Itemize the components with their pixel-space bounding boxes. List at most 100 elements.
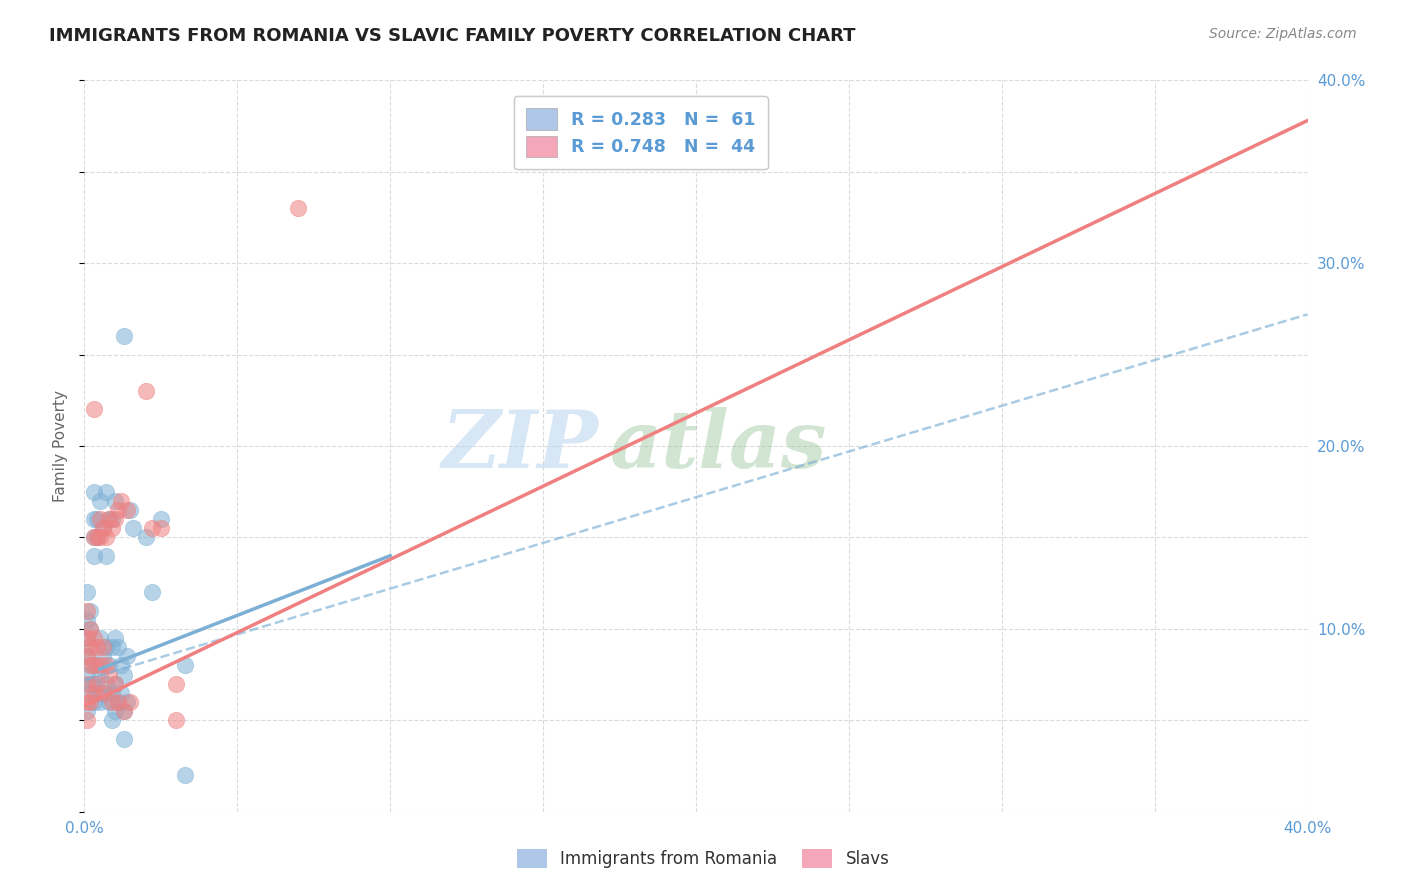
Point [107, 640, 129, 655]
Point [83, 530, 105, 544]
Point [76, 631, 98, 645]
Point [91, 521, 114, 535]
Point [91, 521, 114, 535]
Point [76, 695, 98, 709]
Point [76, 686, 98, 700]
Point [76, 649, 98, 664]
Point [97, 695, 120, 709]
Point [94, 676, 117, 690]
Point [107, 503, 129, 517]
Point [83, 402, 105, 417]
Point [79, 622, 101, 636]
Point [89, 494, 111, 508]
Point [110, 494, 132, 508]
Point [86, 676, 108, 690]
Point [91, 686, 114, 700]
Point [91, 686, 114, 700]
Point [104, 494, 127, 508]
Point [79, 640, 101, 655]
Point [76, 613, 98, 627]
Point [79, 622, 101, 636]
Point [94, 530, 117, 544]
Point [91, 649, 114, 664]
Point [89, 512, 111, 526]
Point [89, 658, 111, 673]
Point [141, 585, 163, 599]
Point [97, 658, 120, 673]
Point [104, 676, 127, 690]
Point [79, 658, 101, 673]
Point [86, 658, 108, 673]
Point [83, 512, 105, 526]
Point [83, 631, 105, 645]
Point [107, 695, 129, 709]
Point [101, 521, 124, 535]
Text: ZIP: ZIP [441, 408, 598, 484]
Point [83, 549, 105, 563]
Text: atlas: atlas [610, 408, 828, 484]
Point [79, 603, 101, 617]
Point [135, 530, 157, 544]
Point [101, 512, 124, 526]
Point [112, 704, 135, 718]
Point [104, 704, 127, 718]
Point [76, 603, 98, 617]
Point [83, 686, 105, 700]
Point [76, 631, 98, 645]
Point [86, 512, 108, 526]
Point [76, 704, 98, 718]
Legend: R = 0.283   N =  61, R = 0.748   N =  44: R = 0.283 N = 61, R = 0.748 N = 44 [515, 96, 768, 169]
Point [89, 530, 111, 544]
Point [79, 640, 101, 655]
Point [112, 329, 135, 343]
Point [165, 676, 187, 690]
Point [94, 658, 117, 673]
Point [76, 649, 98, 664]
Point [76, 667, 98, 681]
Point [83, 484, 105, 499]
Point [120, 695, 142, 709]
Point [97, 667, 120, 681]
Point [115, 695, 138, 709]
Legend: Immigrants from Romania, Slavs: Immigrants from Romania, Slavs [510, 842, 896, 875]
Text: Source: ZipAtlas.com: Source: ZipAtlas.com [1209, 27, 1357, 41]
Point [86, 640, 108, 655]
Point [94, 640, 117, 655]
Point [86, 686, 108, 700]
Point [141, 521, 163, 535]
Point [89, 667, 111, 681]
Point [120, 503, 142, 517]
Point [149, 512, 172, 526]
Point [83, 676, 105, 690]
Point [104, 676, 127, 690]
Point [89, 695, 111, 709]
Point [83, 695, 105, 709]
Point [86, 530, 108, 544]
Point [110, 658, 132, 673]
Point [122, 521, 145, 535]
Point [135, 384, 157, 398]
Point [104, 631, 127, 645]
Point [101, 686, 124, 700]
Point [76, 676, 98, 690]
Point [79, 676, 101, 690]
Point [83, 658, 105, 673]
Point [174, 768, 197, 782]
Point [91, 640, 114, 655]
Point [112, 704, 135, 718]
Point [112, 667, 135, 681]
Point [86, 530, 108, 544]
Point [79, 695, 101, 709]
Point [115, 649, 138, 664]
Point [79, 658, 101, 673]
Point [107, 695, 129, 709]
Point [104, 512, 127, 526]
Point [112, 731, 135, 746]
Point [149, 521, 172, 535]
Point [97, 512, 120, 526]
Point [76, 714, 98, 728]
Point [101, 640, 124, 655]
Point [94, 549, 117, 563]
Point [83, 530, 105, 544]
Point [115, 503, 138, 517]
